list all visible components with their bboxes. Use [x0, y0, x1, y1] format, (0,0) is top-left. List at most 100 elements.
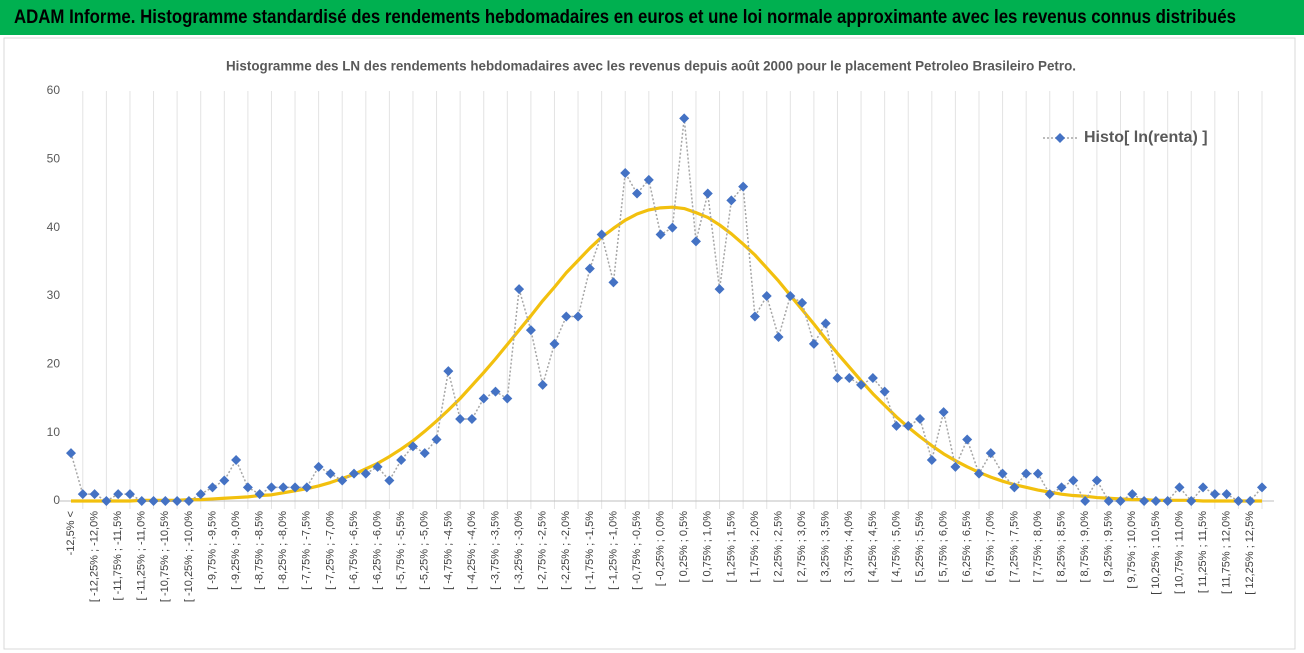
data-point	[1162, 496, 1173, 506]
data-point	[632, 188, 643, 199]
data-point	[431, 434, 442, 445]
x-tick-label: [ -6,25% ; -6,0%	[372, 511, 384, 590]
data-point	[596, 229, 607, 240]
x-tick-label: [ 12,25% ; 12,5%	[1244, 511, 1256, 595]
axis-layer: 0 10 20 30 40 50 60 -12,5% < [ -12,25% ; -12,0% […	[47, 83, 1274, 602]
data-point	[655, 229, 666, 240]
x-tick-label: [ -11,25% ; -11,0%	[136, 511, 148, 601]
data-point	[537, 379, 548, 390]
legend-marker	[1055, 133, 1065, 143]
data-point	[124, 489, 135, 500]
data-point	[820, 318, 831, 329]
x-tick-label: [ 11,75% ; 12,0%	[1221, 511, 1233, 594]
data-point	[973, 468, 984, 479]
data-point	[997, 468, 1008, 479]
x-tick-label: [ -1,25% ; -1,0%	[607, 511, 619, 590]
data-point	[1068, 475, 1079, 486]
y-tick-label: 20	[47, 357, 61, 371]
data-point	[1056, 482, 1067, 493]
data-point	[903, 420, 914, 431]
data-point	[195, 489, 206, 500]
header-title: ADAM Informe. Histogramme standardisé de…	[14, 7, 1236, 28]
y-tick-label: 30	[47, 288, 61, 302]
data-point	[360, 468, 371, 479]
data-point	[667, 222, 678, 233]
data-point	[926, 455, 937, 465]
data-point	[561, 311, 572, 322]
data-point	[183, 496, 194, 506]
data-point	[478, 393, 489, 404]
data-point	[313, 461, 324, 472]
x-tick-label: [ 4,25% ; 4,5%	[867, 511, 879, 583]
data-point	[1103, 496, 1114, 506]
data-point	[254, 489, 265, 500]
data-point	[785, 291, 796, 301]
data-point	[219, 475, 230, 486]
data-point	[514, 284, 525, 295]
x-tick-label: [ 3,25% ; 3,5%	[820, 511, 832, 583]
data-point	[1032, 468, 1043, 479]
x-tick-label: [ -10,25% ; -10,0%	[183, 511, 195, 602]
x-tick-label: [ 8,25% ; 8,5%	[1055, 511, 1067, 583]
x-tick-label: [ -6,75% ; -6,5%	[348, 511, 360, 590]
data-point	[172, 496, 183, 506]
x-tick-label: [ -7,75% ; -7,5%	[301, 511, 313, 590]
y-tick-label: 60	[47, 83, 61, 97]
data-point	[573, 311, 584, 322]
data-point	[643, 174, 654, 185]
x-tick-label: [ 2,25% ; 2,5%	[772, 511, 784, 583]
x-tick-label: [ 7,75% ; 8,0%	[1032, 511, 1044, 583]
data-point	[502, 393, 513, 404]
data-point	[1091, 475, 1102, 486]
data-point	[856, 379, 867, 390]
legend: Histo[ ln(renta) ]	[1043, 129, 1208, 146]
data-point	[761, 291, 772, 301]
x-tick-label: [ -9,75% ; -9,5%	[206, 511, 218, 590]
x-tick-label: [ -0,75% ; -0,5%	[631, 511, 643, 590]
data-point	[1150, 496, 1161, 506]
data-point	[66, 448, 76, 459]
data-point	[77, 489, 88, 500]
data-point	[1021, 468, 1032, 479]
data-point	[466, 414, 477, 424]
data-point	[101, 496, 112, 506]
data-point	[396, 455, 407, 465]
data-point	[832, 373, 843, 383]
x-tick-label: [ -2,25% ; -2,0%	[560, 511, 572, 590]
x-tick-label: [ -4,25% ; -4,0%	[466, 511, 478, 590]
data-point	[879, 386, 890, 397]
header-banner	[0, 0, 1304, 35]
x-tick-label: [ 11,25% ; 11,5%	[1197, 511, 1209, 593]
x-tick-label: [ 10,25% ; 10,5%	[1150, 511, 1162, 595]
data-point	[867, 373, 878, 383]
x-tick-label: [ 3,75% ; 4,0%	[843, 511, 855, 583]
x-tick-label: [ -11,75% ; -11,5%	[112, 511, 124, 601]
data-point	[1044, 489, 1055, 500]
y-tick-label: 0	[53, 493, 60, 507]
x-tick-label: [ -12,25% ; -12,0%	[88, 511, 100, 602]
x-tick-label: [ -3,75% ; -3,5%	[489, 511, 501, 590]
data-point	[1257, 482, 1267, 493]
data-point	[950, 461, 961, 472]
data-point	[113, 489, 124, 500]
data-point	[726, 195, 737, 206]
x-tick-label: [ 1,25% ; 1,5%	[725, 511, 737, 583]
data-point	[1009, 482, 1020, 493]
x-tick-label: [ 1,75% ; 2,0%	[749, 511, 761, 583]
data-point	[985, 448, 996, 459]
data-point	[266, 482, 277, 493]
x-tick-label: [ 9,25% ; 9,5%	[1103, 511, 1115, 583]
x-tick-label: [ 7,25% ; 7,5%	[1008, 511, 1020, 583]
x-tick-label: [ -8,25% ; -8,0%	[277, 511, 289, 590]
data-point	[620, 168, 631, 178]
legend-label: Histo[ ln(renta) ]	[1084, 129, 1208, 146]
data-point	[419, 448, 430, 459]
x-tick-label: [ 10,75% ; 11,0%	[1173, 511, 1185, 594]
data-point	[1127, 489, 1138, 500]
data-point	[1115, 496, 1126, 506]
data-point	[679, 113, 690, 124]
data-point	[549, 338, 560, 349]
